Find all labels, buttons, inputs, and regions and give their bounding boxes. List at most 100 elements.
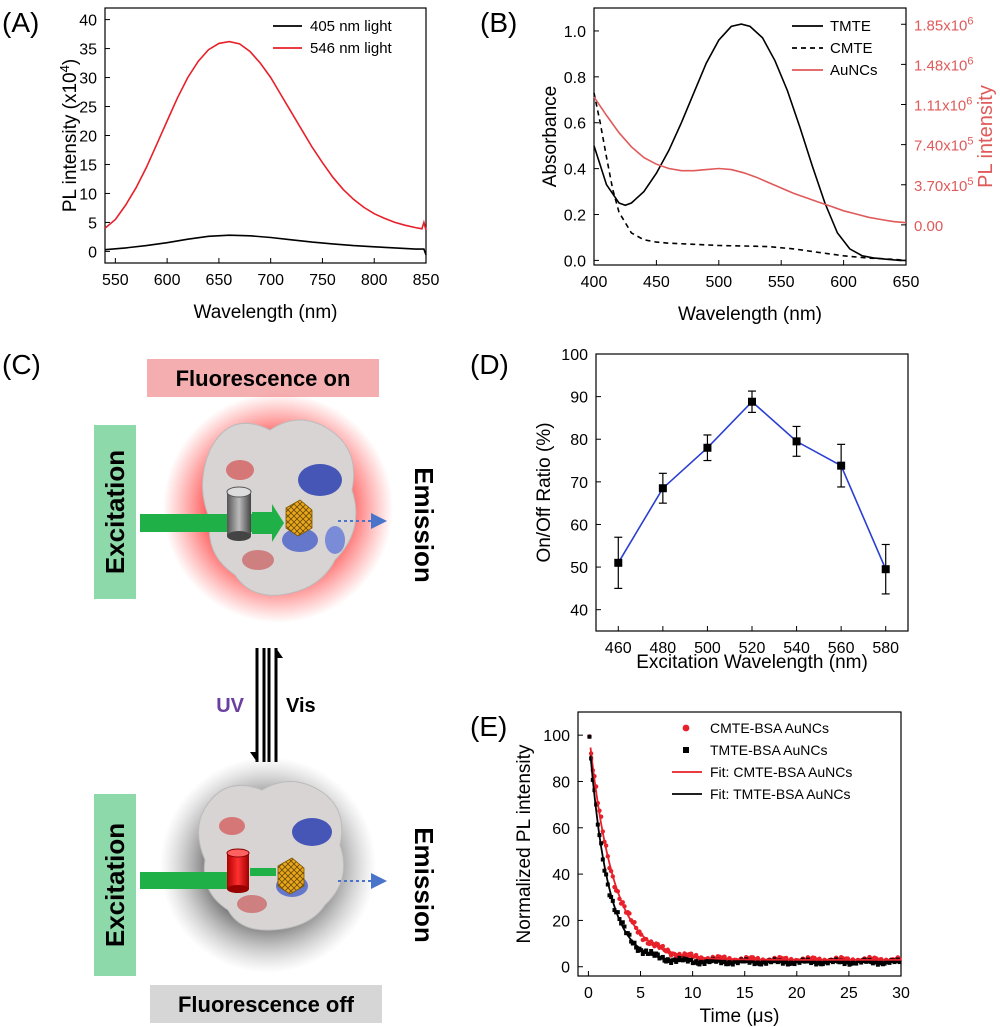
gold-cluster-bottom bbox=[277, 857, 305, 895]
legend-marker-1 bbox=[683, 747, 689, 753]
y2-tick-label-exp: 6 bbox=[967, 15, 973, 27]
y-tick-label: 5 bbox=[88, 215, 97, 232]
data-point bbox=[660, 943, 666, 949]
y-tick-label: 0.2 bbox=[564, 208, 586, 225]
y-tick-label: 70 bbox=[570, 475, 588, 492]
x-tick-label: 540 bbox=[783, 640, 810, 657]
y2-tick-label: 1.48x106 bbox=[914, 55, 974, 74]
energy-arrow-top bbox=[252, 504, 284, 542]
series-line-1 bbox=[593, 92, 907, 262]
x-tick-label: 750 bbox=[309, 272, 336, 289]
y-tick-label: 40 bbox=[570, 603, 588, 620]
y2-tick-label: 0.00 bbox=[914, 218, 943, 235]
data-point bbox=[615, 910, 620, 915]
switch-arrows bbox=[250, 648, 283, 762]
panel-c-label: (C) bbox=[2, 349, 41, 380]
y2-tick-label: 7.40x105 bbox=[914, 136, 974, 155]
y-tick-label: 0.4 bbox=[564, 162, 586, 179]
legend-label-0: TMTE bbox=[830, 18, 871, 35]
series-line-0 bbox=[593, 23, 906, 262]
data-point bbox=[640, 951, 645, 956]
y2-tick-label: 1.85x106 bbox=[914, 15, 974, 34]
excitation-text-top: Excitation bbox=[100, 450, 130, 574]
data-point bbox=[677, 955, 682, 960]
data-point bbox=[634, 945, 639, 950]
data-point bbox=[730, 962, 735, 967]
y-tick-label: 35 bbox=[79, 42, 97, 59]
plot-frame bbox=[577, 711, 902, 977]
x-tick-label: 850 bbox=[413, 272, 440, 289]
x-axis-label: Excitation Wavelength (nm) bbox=[636, 652, 868, 673]
data-point bbox=[658, 484, 667, 493]
fluorescence-on-banner bbox=[147, 359, 379, 397]
y-axis-label-end: ) bbox=[60, 59, 81, 65]
plot-frame bbox=[593, 7, 907, 266]
y-tick-label: 100 bbox=[543, 728, 570, 745]
x-tick-label: 10 bbox=[684, 985, 702, 1002]
data-point bbox=[602, 868, 607, 873]
y-tick-label: 25 bbox=[79, 100, 97, 117]
schematic-c: Fluorescence on Excitation Emission bbox=[94, 359, 439, 1023]
y-axis-label: Normalized PL intensity bbox=[514, 744, 535, 943]
data-point bbox=[764, 961, 769, 966]
panel-e-label: (E) bbox=[470, 711, 507, 742]
y-tick-label: 10 bbox=[79, 186, 97, 203]
x-tick-label: 500 bbox=[705, 274, 732, 291]
fit-line-2 bbox=[589, 747, 901, 961]
y-tick-label: 60 bbox=[552, 821, 570, 838]
legend-label-0: CMTE-BSA AuNCs bbox=[710, 720, 829, 736]
data-point bbox=[684, 957, 689, 962]
y2-tick-label: 3.70x105 bbox=[914, 176, 974, 195]
data-point bbox=[635, 948, 640, 953]
y-axis-label-sup: 4 bbox=[57, 65, 72, 72]
data-point bbox=[612, 908, 617, 913]
y-tick-label: 0.6 bbox=[564, 116, 586, 133]
data-point bbox=[660, 954, 665, 959]
data-point bbox=[705, 958, 710, 963]
y-tick-label: 0.8 bbox=[564, 70, 586, 87]
x-tick-label: 600 bbox=[154, 272, 181, 289]
photoswitch-gray bbox=[226, 486, 252, 541]
x-tick-label: 560 bbox=[828, 640, 855, 657]
chart-b: 400 450 500 550 600 650 0.0 0.2 0.4 0.6 0.8 1.0 Wave… bbox=[540, 7, 997, 325]
data-point bbox=[792, 962, 797, 967]
chart-a: 550 600 650 700 750 800 850 0 5 10 15 20 25 30 35 40 Wav… bbox=[57, 7, 440, 323]
y-tick-label: 40 bbox=[552, 867, 570, 884]
fit-line-3 bbox=[589, 755, 901, 963]
excitation-text-bottom: Excitation bbox=[100, 823, 130, 947]
y-tick-label: 0 bbox=[561, 960, 570, 977]
x-tick-label: 500 bbox=[694, 640, 721, 657]
x-axis-label: Wavelength (nm) bbox=[194, 302, 338, 323]
y-tick-label: 20 bbox=[79, 129, 97, 146]
x-tick-label: 460 bbox=[605, 640, 632, 657]
x-tick-label: 450 bbox=[643, 274, 670, 291]
legend-label-0: 405 nm light bbox=[310, 18, 393, 35]
y-tick-label: 90 bbox=[570, 390, 588, 407]
fluorescence-off-banner bbox=[150, 985, 382, 1023]
y-tick-label: 50 bbox=[570, 560, 588, 577]
x-tick-label: 700 bbox=[257, 272, 284, 289]
data-point bbox=[748, 397, 756, 406]
emission-text-bottom: Emission bbox=[409, 827, 439, 943]
x-tick-label: 800 bbox=[361, 272, 388, 289]
data-point bbox=[620, 920, 625, 925]
data-point bbox=[759, 962, 764, 967]
data-point bbox=[649, 949, 654, 954]
x-axis-label: Wavelength (nm) bbox=[678, 304, 822, 325]
panel-a-label: (A) bbox=[2, 7, 39, 38]
x-tick-label: 600 bbox=[830, 274, 857, 291]
uv-label: UV bbox=[216, 695, 244, 717]
series-line bbox=[617, 400, 887, 570]
data-point bbox=[627, 932, 632, 937]
data-point bbox=[655, 941, 661, 947]
data-point bbox=[587, 734, 592, 739]
y2-tick-label: 1.11x106 bbox=[914, 96, 972, 115]
y-tick-label: 15 bbox=[79, 157, 97, 174]
y-tick-label: 40 bbox=[79, 13, 97, 30]
chart-e: 0 5 10 15 20 25 30 0 20 40 60 80 100 Time (μs) Normali… bbox=[514, 711, 910, 1027]
photoswitch-red bbox=[226, 848, 250, 893]
legend-label-3: Fit: TMTE-BSA AuNCs bbox=[710, 786, 851, 802]
gold-cluster-top bbox=[285, 499, 313, 537]
data-point bbox=[702, 961, 707, 966]
data-point bbox=[703, 443, 712, 452]
